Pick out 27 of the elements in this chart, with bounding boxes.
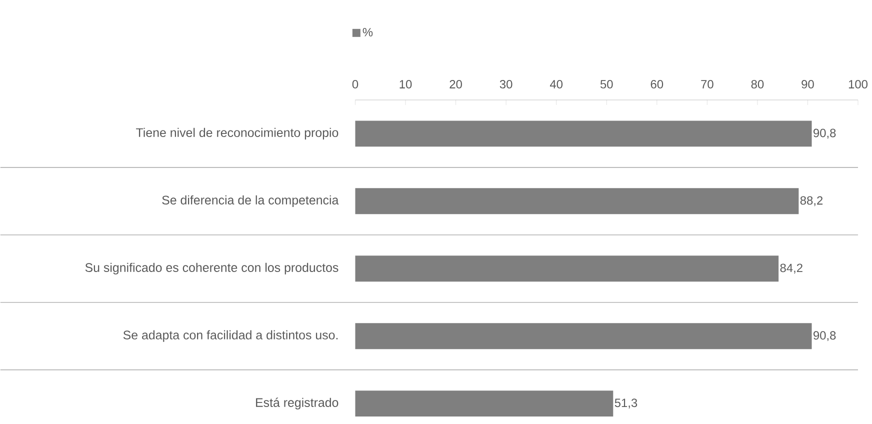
x-tick-label: 30	[500, 80, 512, 89]
text: 88,2	[800, 196, 823, 206]
bar	[355, 390, 614, 417]
x-tick-label: 60	[650, 80, 664, 89]
legend-label: %	[362, 28, 373, 36]
text: 51,3	[614, 398, 638, 409]
y-tick-label: Se adapta con facilidad a distintos uso.	[123, 330, 338, 342]
x-tick-label: 80	[751, 80, 764, 89]
x-tick-label: 20	[450, 80, 462, 89]
x-tick-label: 40	[550, 80, 563, 89]
text: 84,2	[780, 264, 802, 274]
bar	[355, 188, 799, 214]
x-tick-label: 10	[400, 80, 412, 89]
x-tick-label: 90	[802, 80, 814, 89]
text: 90,8	[814, 331, 836, 342]
y-tick-label: Su significado es coherente con los productos	[85, 262, 338, 275]
x-tick-label: 50	[600, 80, 613, 89]
x-tick-label: 100	[848, 80, 868, 89]
y-tick-label: Se diferencia de la competencia	[162, 195, 339, 208]
y-tick-label: Está registrado	[256, 398, 338, 410]
y-tick-label: Tiene nivel de reconocimiento propio	[136, 128, 338, 140]
text: 90,8	[814, 128, 836, 139]
bar	[355, 256, 779, 282]
bar	[355, 120, 812, 147]
x-tick-label: 0	[352, 80, 358, 89]
x-tick-label: 70	[701, 80, 714, 89]
bar	[355, 323, 812, 350]
